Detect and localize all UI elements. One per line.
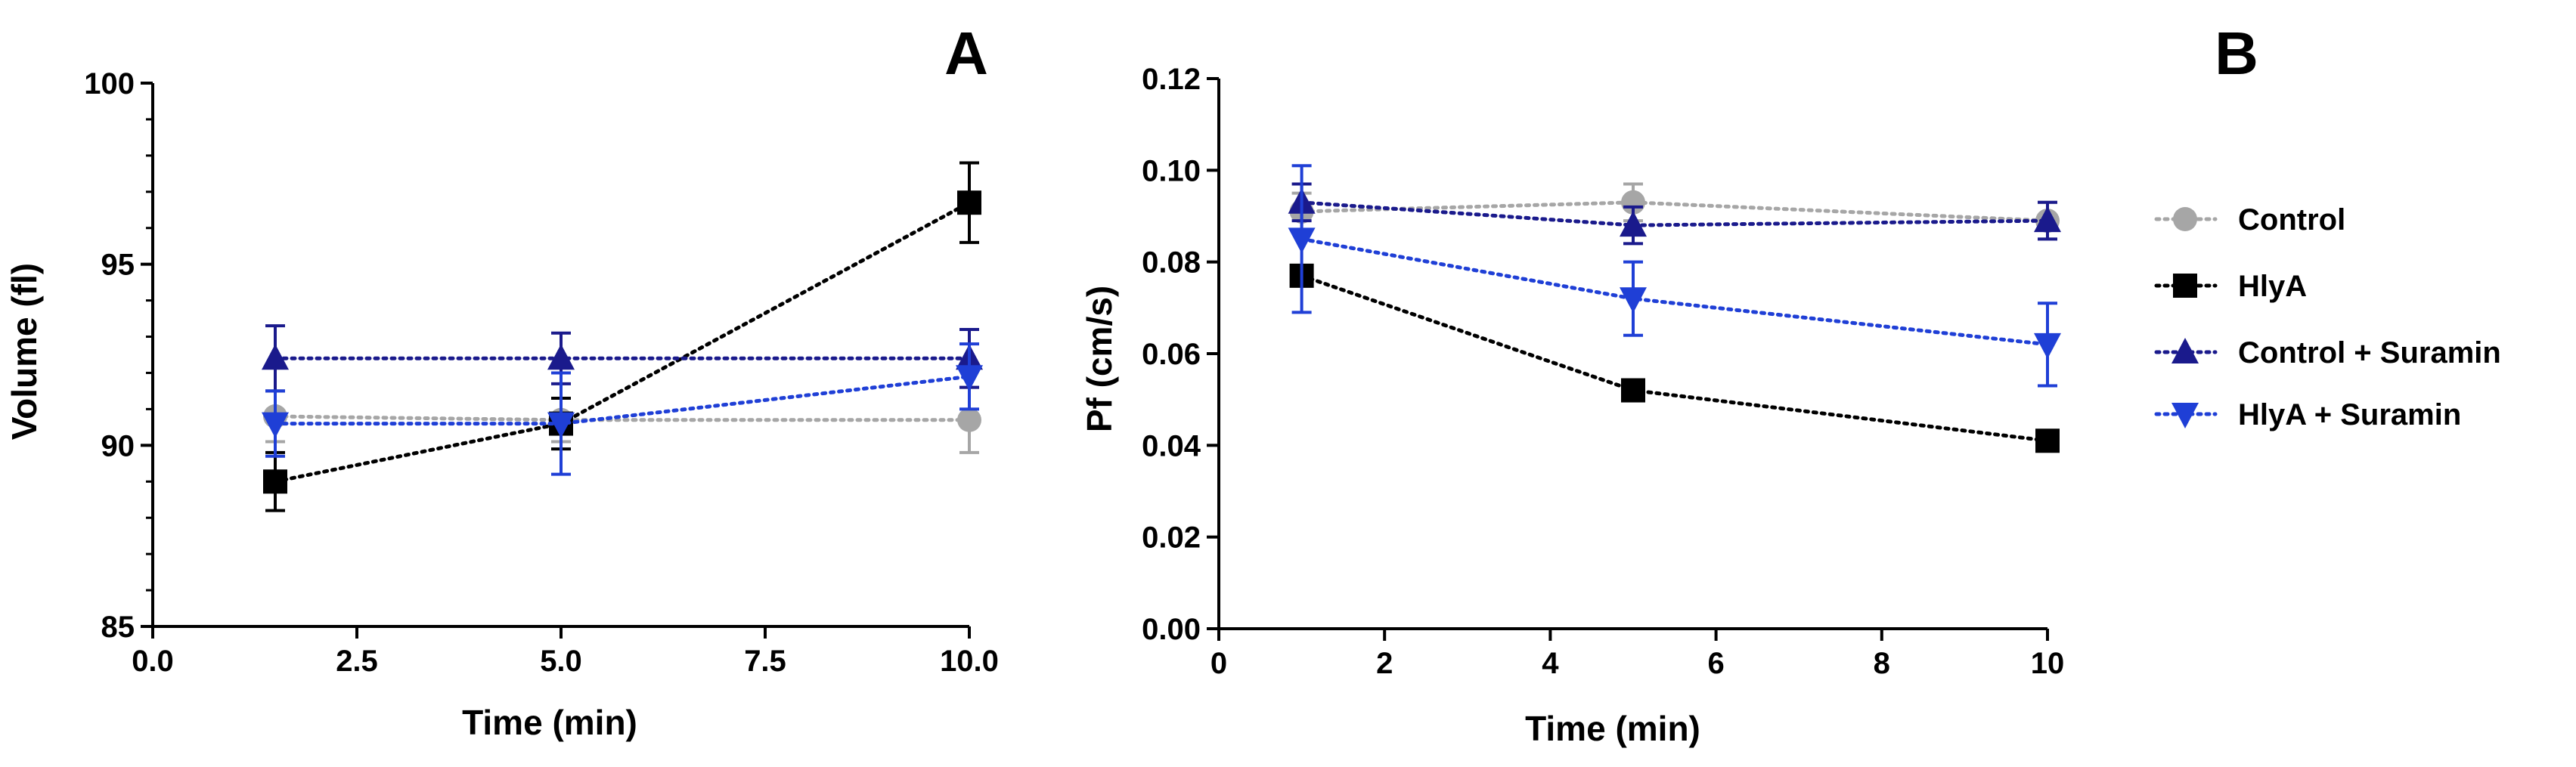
panel-a-point-control-suramin [262, 344, 289, 370]
panel-b-y-tick-label: 0.02 [1142, 521, 1201, 555]
panel-b-point-control-suramin [1620, 211, 1647, 237]
legend-marker-hlya-suramin [2171, 403, 2199, 428]
panel-b-x-tick-label: 10 [2031, 647, 2065, 680]
panel-a-y-tick-label: 90 [101, 429, 135, 462]
panel-b-series-line-control-suramin [1300, 200, 2050, 227]
panel-b-x-tick-label: 0 [1211, 647, 1227, 680]
legend-label-control: Control [2238, 203, 2345, 237]
panel-a-x-tick-label: 5.0 [540, 645, 582, 678]
panel-b-x-tick-label: 4 [1542, 647, 1559, 680]
panel-a-y-tick-label: 95 [101, 249, 135, 282]
panel-a-point-hlya-suramin [547, 412, 575, 438]
panel-a-series [262, 161, 983, 512]
panel-b-axes: 0.00 0.02 0.04 0.06 0.08 0.10 0.12 0 2 4 6 8 10 [1142, 63, 2064, 680]
panel-a-point-control [957, 407, 981, 432]
panel-b-y-tick-label: 0.08 [1142, 246, 1201, 280]
legend-marker-control [2173, 207, 2197, 231]
panel-b-series [1288, 164, 2061, 453]
panel-a-point-hlya [263, 469, 287, 494]
panel-b-series-line-hlya [1300, 274, 2050, 443]
panel-b-label: B [2215, 20, 2258, 87]
panel-a-axes: 85 90 95 100 0.0 2.5 5.0 7.5 10.0 [84, 67, 999, 678]
panel-a-x-tick-label: 7.5 [744, 645, 786, 678]
panel-b-y-tick-label: 0.10 [1142, 154, 1201, 187]
legend: Control HlyA Control + Suramin HlyA + Suram… [2154, 203, 2501, 431]
panel-b-chart: 0.00 0.02 0.04 0.06 0.08 0.10 0.12 0 2 4 6 8 10 B Ti… [1080, 20, 2258, 748]
legend-label-hlya-suramin: HlyA + Suramin [2238, 398, 2461, 431]
panel-b-point-hlya-suramin [1288, 227, 1316, 254]
panel-b-point-hlya [1621, 378, 1645, 403]
legend-label-hlya: HlyA [2238, 270, 2307, 303]
panel-a-y-tick-label: 85 [101, 611, 135, 644]
panel-b-y-tick-label: 0.06 [1142, 338, 1201, 371]
legend-label-control-suramin: Control + Suramin [2238, 336, 2501, 370]
panel-a-point-hlya-suramin [956, 365, 983, 391]
legend-marker-hlya [2173, 274, 2197, 298]
panel-b-y-tick-label: 0.12 [1142, 63, 1201, 96]
panel-b-point-hlya-suramin [1620, 287, 1647, 314]
panel-a-y-axis-title: Volume (fl) [5, 263, 44, 440]
panel-a-x-tick-label: 2.5 [336, 645, 378, 678]
panel-b-y-axis-title: Pf (cm/s) [1080, 286, 1119, 432]
panel-b-x-axis-title: Time (min) [1525, 709, 1700, 748]
panel-b-x-tick-label: 6 [1707, 647, 1724, 680]
panel-b-x-tick-label: 8 [1874, 647, 1890, 680]
panel-b-x-tick-label: 2 [1376, 647, 1393, 680]
legend-marker-control-suramin [2171, 338, 2199, 363]
panel-b-point-hlya-suramin [2034, 332, 2061, 359]
panel-a-point-hlya [957, 190, 981, 215]
panel-b-point-hlya [2035, 428, 2060, 453]
panel-b-y-tick-label: 0.00 [1142, 613, 1201, 646]
panel-a-series-line-hlya [273, 200, 972, 484]
panel-a-x-tick-label: 0.0 [132, 645, 174, 678]
panel-a-x-axis-title: Time (min) [462, 703, 637, 742]
panel-a-y-tick-label: 100 [84, 67, 135, 101]
panel-b-y-tick-label: 0.04 [1142, 429, 1201, 462]
panel-a-series-line-control [273, 414, 972, 422]
panel-b-point-control-suramin [2034, 206, 2061, 233]
panel-a-x-tick-label: 10.0 [940, 645, 999, 678]
panel-a-chart: 85 90 95 100 0.0 2.5 5.0 7.5 10.0 A Time (min) V… [5, 20, 999, 742]
panel-a-point-control-suramin [547, 344, 575, 370]
panel-a-point-hlya-suramin [262, 412, 289, 438]
panel-b-series-line-hlya-suramin [1300, 237, 2050, 347]
panel-a-label: A [944, 20, 988, 87]
